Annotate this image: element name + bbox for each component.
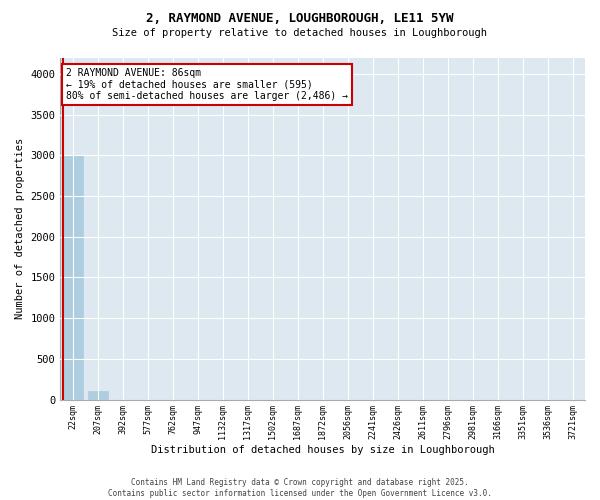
X-axis label: Distribution of detached houses by size in Loughborough: Distribution of detached houses by size …	[151, 445, 494, 455]
Bar	[63, 155, 83, 400]
Bar	[88, 392, 108, 400]
Text: Size of property relative to detached houses in Loughborough: Size of property relative to detached ho…	[113, 28, 487, 38]
Y-axis label: Number of detached properties: Number of detached properties	[15, 138, 25, 319]
Text: 2 RAYMOND AVENUE: 86sqm
← 19% of detached houses are smaller (595)
80% of semi-d: 2 RAYMOND AVENUE: 86sqm ← 19% of detache…	[65, 68, 347, 101]
Text: 2, RAYMOND AVENUE, LOUGHBOROUGH, LE11 5YW: 2, RAYMOND AVENUE, LOUGHBOROUGH, LE11 5Y…	[146, 12, 454, 26]
Text: Contains HM Land Registry data © Crown copyright and database right 2025.
Contai: Contains HM Land Registry data © Crown c…	[108, 478, 492, 498]
